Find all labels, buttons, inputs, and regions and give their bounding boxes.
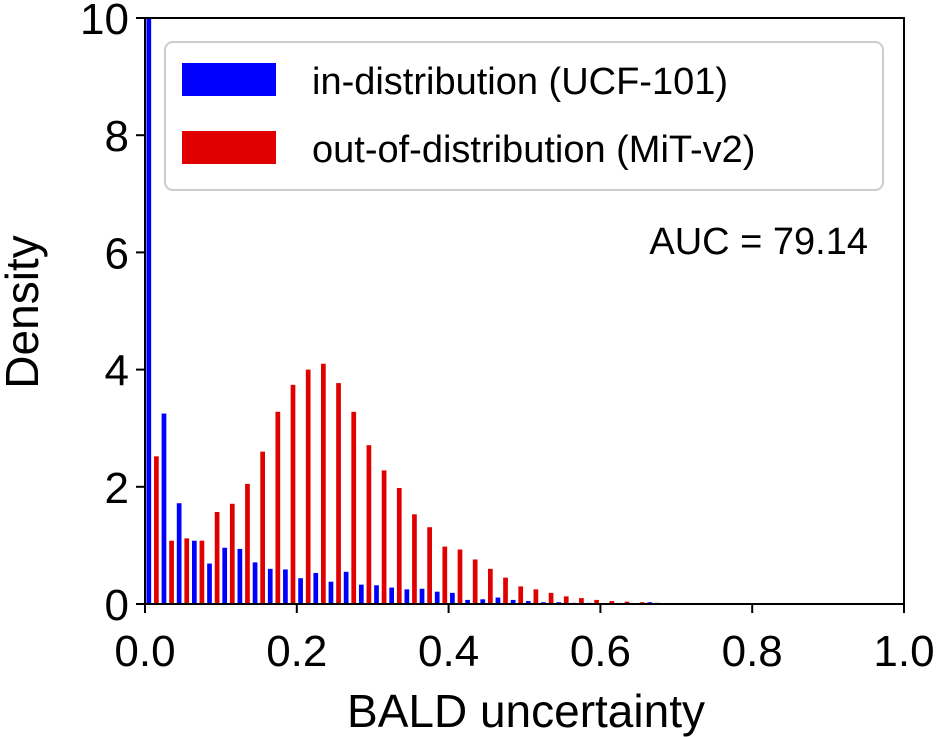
bar-out-of-distribution [229, 503, 235, 604]
bar-out-of-distribution [472, 559, 478, 604]
bar-in-distribution [358, 584, 364, 604]
bar-out-of-distribution [412, 514, 417, 604]
y-tick-label: 8 [105, 112, 129, 161]
bar-in-distribution [434, 591, 440, 604]
bar-out-of-distribution [381, 470, 387, 604]
bar-in-distribution [450, 592, 455, 604]
bar-in-distribution [191, 540, 197, 604]
bar-in-distribution [495, 597, 501, 604]
bar-out-of-distribution [487, 568, 493, 604]
y-tick-label: 6 [105, 229, 129, 278]
bar-in-distribution [267, 568, 273, 604]
x-tick-label: 0.2 [266, 627, 327, 676]
plot-frame [144, 17, 905, 605]
bar-out-of-distribution [457, 549, 463, 604]
bar-out-of-distribution [442, 546, 448, 604]
bar-out-of-distribution [503, 577, 508, 604]
y-tick-label: 2 [105, 464, 129, 513]
ticks-group: 0.0 0.2 0.4 0.6 0.8 1.0 0 2 4 6 8 10 [80, 0, 935, 676]
x-tick-label: 0.0 [114, 627, 175, 676]
bar-in-distribution [328, 581, 334, 604]
bar-in-distribution [343, 571, 349, 604]
bar-out-of-distribution [563, 596, 569, 604]
bar-in-distribution [298, 578, 303, 604]
bar-out-of-distribution [366, 445, 372, 604]
x-tick-label: 0.4 [418, 627, 479, 676]
bar-out-of-distribution [351, 411, 357, 604]
bar-in-distribution [480, 599, 486, 604]
bar-in-distribution [404, 589, 410, 604]
legend: in-distribution (UCF-101) out-of-distrib… [164, 41, 884, 191]
x-tick-label: 1.0 [873, 627, 934, 676]
y-axis-title: Density [0, 235, 48, 388]
bar-out-of-distribution [518, 586, 524, 604]
bar-in-distribution [222, 547, 228, 604]
bar-out-of-distribution [609, 601, 615, 604]
x-tick-label: 0.6 [570, 627, 631, 676]
bar-in-distribution [374, 585, 379, 604]
bar-in-distribution [237, 548, 243, 604]
bar-out-of-distribution [290, 384, 296, 604]
bar-out-of-distribution [579, 598, 584, 604]
bar-out-of-distribution [260, 451, 265, 604]
bar-out-of-distribution [245, 483, 250, 604]
bar-in-distribution [146, 18, 152, 604]
bar-out-of-distribution [548, 592, 554, 604]
bar-in-distribution [207, 563, 212, 604]
bar-in-distribution [283, 569, 288, 604]
bar-out-of-distribution [199, 540, 205, 604]
bar-out-of-distribution [214, 512, 220, 604]
legend-box [164, 41, 884, 191]
bar-in-distribution [389, 587, 395, 604]
bar-in-distribution [161, 413, 167, 604]
bar-out-of-distribution [154, 456, 159, 604]
bar-in-distribution [525, 601, 531, 604]
bar-out-of-distribution [305, 369, 311, 604]
bar-out-of-distribution [624, 601, 630, 604]
x-tick-label: 0.8 [722, 627, 783, 676]
bar-in-distribution [419, 588, 425, 604]
legend-swatch-out-of-distribution [182, 131, 276, 164]
bar-out-of-distribution [533, 589, 539, 604]
bar-out-of-distribution [427, 527, 432, 604]
bar-in-distribution [313, 572, 319, 604]
legend-swatch-in-distribution [182, 63, 276, 96]
auc-annotation: AUC = 79.14 [649, 221, 868, 263]
y-tick-label: 4 [105, 347, 129, 396]
bar-out-of-distribution [169, 540, 174, 604]
bar-out-of-distribution [321, 363, 326, 604]
legend-label-out-of-distribution: out-of-distribution (MiT-v2) [312, 129, 755, 171]
x-axis-title: BALD uncertainty [347, 685, 705, 737]
legend-label-in-distribution: in-distribution (UCF-101) [312, 61, 728, 103]
y-tick-label: 10 [80, 0, 129, 44]
bar-out-of-distribution [336, 383, 341, 604]
bar-in-distribution [465, 599, 470, 604]
bar-out-of-distribution [396, 487, 402, 604]
bar-in-distribution [176, 503, 182, 604]
bar-out-of-distribution [594, 599, 599, 604]
bar-in-distribution [252, 562, 258, 604]
bar-out-of-distribution [275, 411, 281, 604]
bar-out-of-distribution [184, 538, 190, 604]
y-tick-label: 0 [105, 581, 129, 630]
bar-in-distribution [510, 599, 516, 604]
